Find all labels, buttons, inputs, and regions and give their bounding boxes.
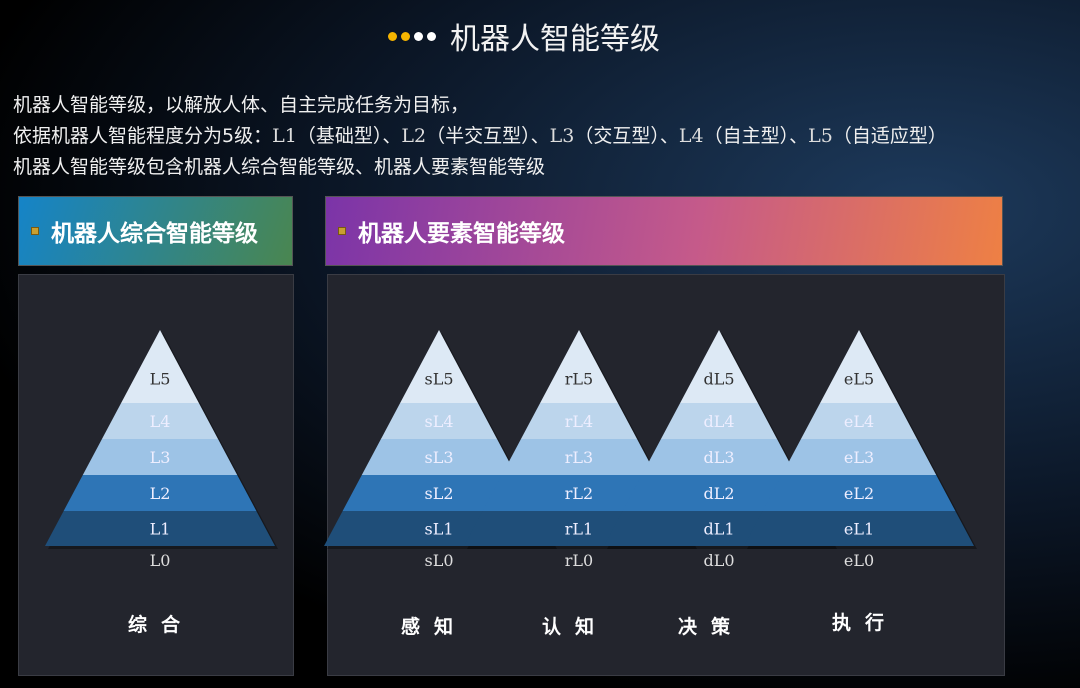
page-title: 机器人智能等级 [388, 14, 660, 58]
pyramid-band [82, 439, 238, 475]
pyramid-band [520, 403, 638, 439]
pyramid-band [121, 330, 199, 403]
overall-level-header: 机器人综合智能等级 [18, 196, 293, 266]
level-label: L3 [150, 448, 171, 467]
dot-icon [388, 31, 397, 41]
category-label: 感知 [401, 616, 468, 638]
category-label: 决策 [678, 616, 745, 638]
dot-icon [414, 31, 423, 41]
pyramid-band [744, 511, 974, 546]
level-code: L3 [549, 125, 575, 147]
level-code: L5 [808, 125, 833, 147]
pyramid-band [361, 439, 517, 475]
level-label: dL1 [703, 520, 734, 539]
level-label: eL5 [844, 370, 874, 389]
pyramid-band [45, 511, 275, 546]
pyramid-band [540, 330, 618, 403]
level-label: L5 [150, 370, 171, 389]
pyramid-band [400, 330, 478, 403]
pyramid: eL5 eL4 eL3 eL2 eL1 eL0 [744, 330, 977, 570]
pyramid-band [800, 403, 918, 439]
level-label: L1 [150, 520, 171, 539]
intro-line-1: 机器人智能等级，以解放人体、自主完成任务为目标， [13, 94, 470, 116]
intro-line-2-prefix: 依据机器人智能程度分为5级： [13, 125, 273, 147]
bullet-icon [31, 227, 39, 235]
pyramid-band [660, 403, 778, 439]
level-label: sL4 [424, 412, 453, 431]
level-label: sL3 [424, 448, 453, 467]
base-level-label: dL0 [703, 551, 734, 570]
base-level-label: eL0 [844, 551, 874, 570]
pyramid-band [820, 330, 898, 403]
element-level-header: 机器人要素智能等级 [325, 196, 1003, 266]
level-name: （半交互型） [426, 125, 531, 147]
level-label: dL2 [703, 484, 734, 503]
pyramid-band [501, 439, 657, 475]
pyramid-band [680, 330, 758, 403]
level-label: eL4 [844, 412, 874, 431]
level-code: L4 [678, 125, 704, 147]
level-label: eL2 [844, 484, 874, 503]
level-label: rL2 [565, 484, 593, 503]
level-label: sL1 [424, 520, 453, 539]
pyramid-band [63, 475, 257, 511]
title-dots [388, 31, 436, 41]
dot-icon [401, 31, 410, 41]
pyramid-band [622, 475, 816, 511]
level-label: eL1 [844, 520, 874, 539]
level-label: dL4 [703, 412, 734, 431]
level-name: （基础型） [296, 125, 383, 147]
level-label: sL5 [424, 370, 453, 389]
level-label: eL3 [844, 448, 874, 467]
base-level-label: rL0 [565, 551, 593, 570]
intro-line-3: 机器人智能等级包含机器人综合智能等级、机器人要素智能等级 [13, 156, 546, 178]
intro-text: 机器人智能等级，以解放人体、自主完成任务为目标， 依据机器人智能程度分为5级：L… [13, 90, 947, 183]
pyramid-band [781, 439, 937, 475]
intro-line-2: 依据机器人智能程度分为5级：L1（基础型）、L2（半交互型）、L3（交互型）、L… [13, 121, 947, 152]
pyramid-band [482, 475, 676, 511]
level-label: rL1 [565, 520, 593, 539]
base-level-label: sL0 [424, 551, 453, 570]
level-code: L1 [272, 125, 297, 147]
pyramid-band [380, 403, 498, 439]
pyramid-band [762, 475, 956, 511]
bullet-icon [338, 227, 346, 235]
category-label: 综合 [128, 614, 195, 636]
dot-icon [427, 31, 436, 41]
level-label: sL2 [424, 484, 453, 503]
overall-level-header-text: 机器人综合智能等级 [51, 221, 258, 247]
base-level-label: L0 [150, 551, 171, 570]
category-label: 认知 [542, 616, 609, 638]
level-label: dL5 [703, 370, 734, 389]
level-label: rL3 [565, 448, 593, 467]
title-text: 机器人智能等级 [450, 22, 660, 57]
pyramid: L5 L4 L3 L2 L1 L0 [45, 330, 278, 570]
level-name: （自主型） [703, 125, 790, 147]
separator: 、 [659, 125, 679, 147]
separator: 、 [382, 125, 402, 147]
pyramid-band [641, 439, 797, 475]
level-code: L2 [401, 125, 427, 147]
element-level-header-text: 机器人要素智能等级 [358, 221, 565, 247]
level-name: （自适应型） [832, 125, 947, 147]
level-label: dL3 [703, 448, 734, 467]
pyramid-band [101, 403, 219, 439]
category-label: 执行 [832, 612, 899, 634]
level-label: L4 [150, 412, 171, 431]
level-label: rL4 [565, 412, 593, 431]
pyramid-band [342, 475, 536, 511]
level-label: rL5 [565, 370, 593, 389]
level-name: （交互型） [574, 125, 660, 147]
level-label: L2 [150, 484, 171, 503]
separator: 、 [789, 125, 809, 147]
separator: 、 [530, 125, 550, 147]
